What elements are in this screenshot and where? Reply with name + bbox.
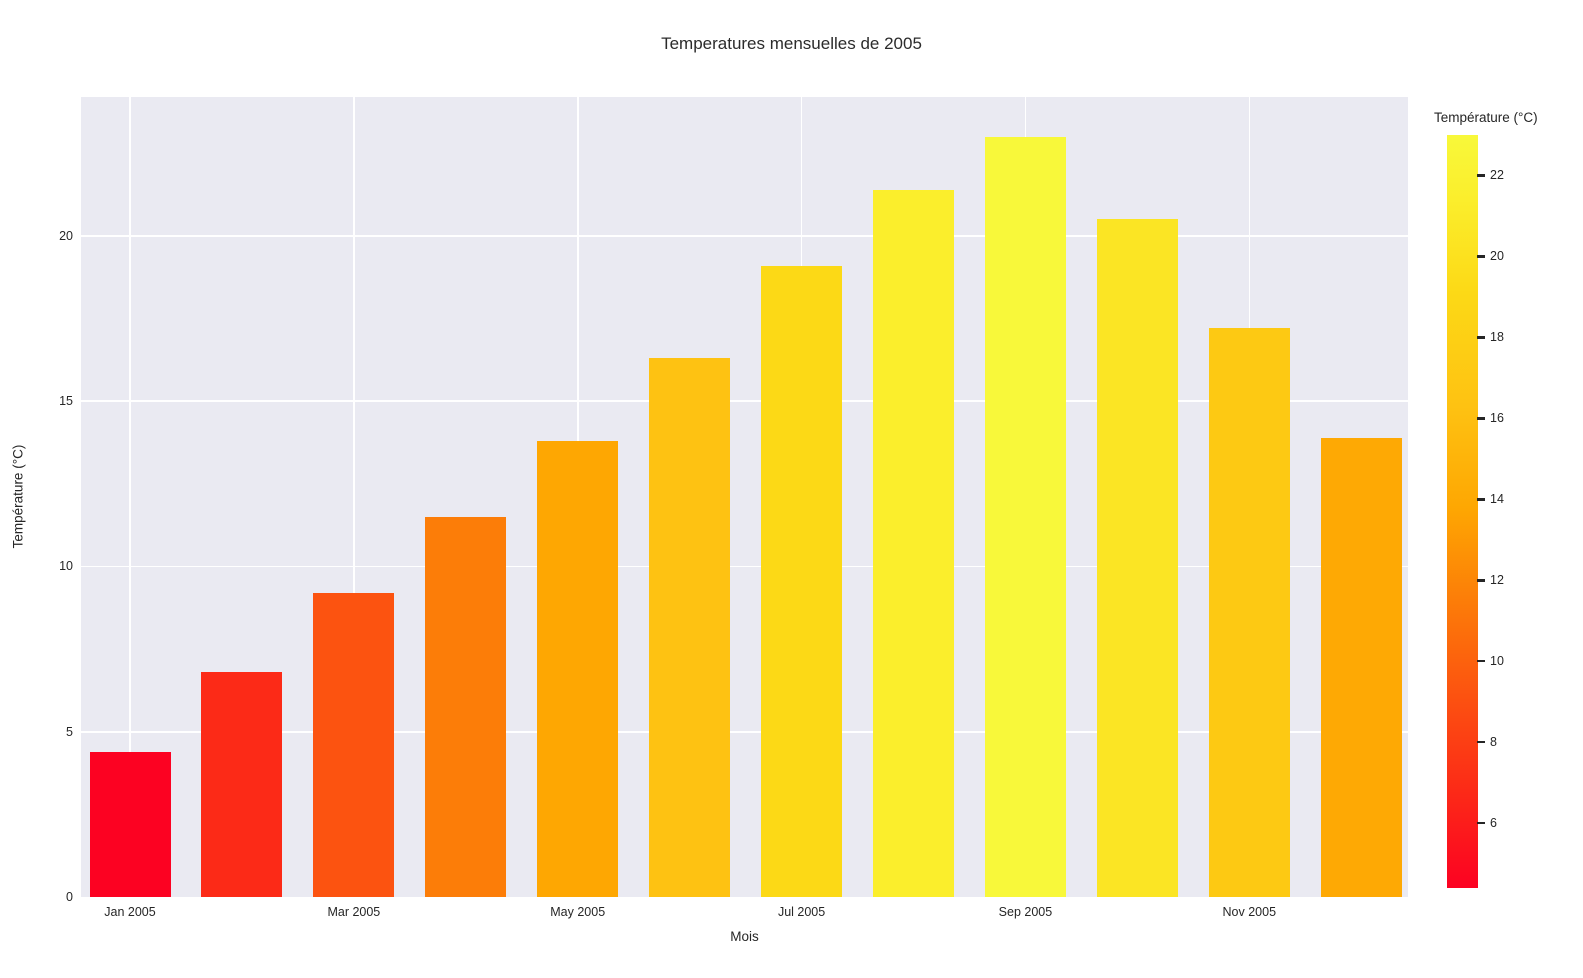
colorbar-tick-mark-16 [1477,417,1485,420]
bar-mar-2005 [313,592,395,897]
x-tick-nov-2005: Nov 2005 [1222,905,1277,919]
bar-sep-2005 [984,136,1066,897]
bar-jan-2005 [89,751,171,897]
gridline-y-15 [81,400,1408,402]
colorbar-tick-label-20: 20 [1490,249,1504,264]
x-tick-may-2005: May 2005 [550,905,606,919]
gridline-x-jan-2005 [129,97,131,897]
colorbar-title: Température (°C) [1434,110,1538,125]
bar-aug-2005 [873,189,954,897]
colorbar-tick-label-18: 18 [1490,330,1504,345]
bar-may-2005 [537,440,619,897]
colorbar-tick-mark-10 [1477,660,1485,663]
colorbar-tick-label-16: 16 [1490,411,1504,426]
colorbar [1447,135,1478,888]
colorbar-tick-label-8: 8 [1490,735,1497,750]
y-tick-5: 5 [66,724,73,739]
bar-oct-2005 [1096,219,1178,897]
y-tick-20: 20 [59,228,73,243]
colorbar-tick-label-14: 14 [1490,492,1504,507]
y-tick-15: 15 [59,394,73,409]
colorbar-tick-mark-20 [1477,255,1485,258]
colorbar-tick-mark-12 [1477,579,1485,582]
colorbar-tick-label-22: 22 [1490,168,1504,183]
gridline-y-20 [81,235,1408,237]
bar-jun-2005 [649,358,731,897]
colorbar-tick-mark-8 [1477,741,1485,744]
bar-dec-2005 [1320,437,1402,897]
y-tick-10: 10 [59,559,73,574]
chart-title: Temperatures mensuelles de 2005 [661,34,922,53]
colorbar-tick-mark-14 [1477,498,1485,501]
plot-area [81,97,1408,897]
x-tick-sep-2005: Sep 2005 [998,905,1053,919]
colorbar-tick-label-12: 12 [1490,573,1504,588]
y-tick-0: 0 [66,890,73,904]
bar-feb-2005 [201,672,283,897]
colorbar-tick-mark-6 [1477,822,1485,825]
x-tick-jan-2005: Jan 2005 [104,905,156,919]
bar-apr-2005 [425,516,507,897]
x-tick-jul-2005: Jul 2005 [777,905,826,919]
bar-nov-2005 [1208,328,1290,897]
x-tick-mar-2005: Mar 2005 [327,905,381,919]
x-axis-label: Mois [730,929,759,944]
bar-jul-2005 [761,265,843,897]
colorbar-tick-mark-22 [1477,174,1485,177]
y-axis-label: Température (°C) [10,444,26,549]
gridline-x-mar-2005 [353,97,355,897]
gridline-y-5 [81,730,1408,733]
colorbar-tick-label-6: 6 [1490,816,1497,831]
colorbar-tick-label-10: 10 [1490,654,1504,669]
colorbar-tick-mark-18 [1477,336,1485,339]
gridline-y-10 [81,565,1408,568]
